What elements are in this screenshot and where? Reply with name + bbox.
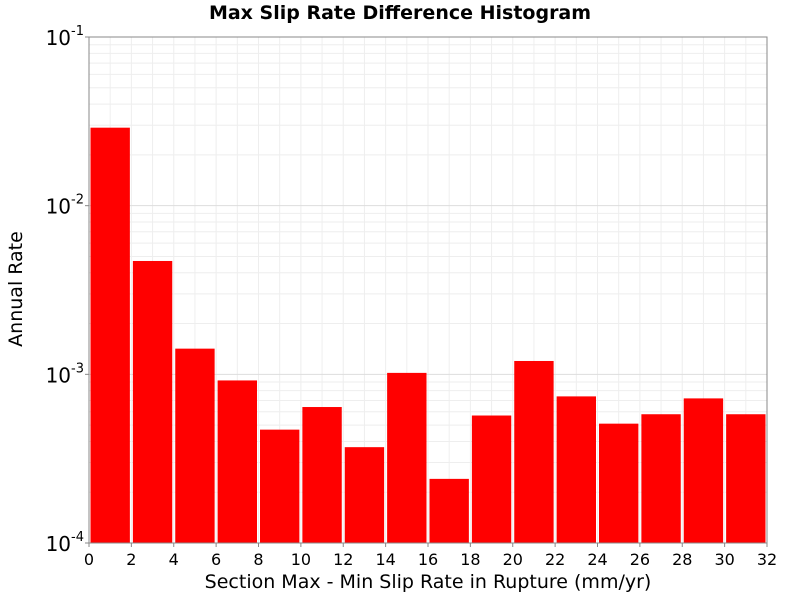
histogram-bar [175, 348, 215, 543]
x-tick-label: 18 [460, 550, 480, 569]
chart-title: Max Slip Rate Difference Histogram [208, 2, 592, 24]
histogram-bar [514, 360, 554, 543]
x-tick-label: 30 [714, 550, 734, 569]
histogram-bar [599, 423, 639, 543]
x-tick-label: 28 [672, 550, 692, 569]
histogram-bar [683, 398, 724, 543]
histogram-bar [556, 396, 596, 543]
x-tick-label: 10 [291, 550, 311, 569]
histogram-bar [429, 478, 469, 543]
x-tick-label: 12 [333, 550, 353, 569]
y-tick-label: 10-3 [46, 361, 84, 387]
histogram-bar [471, 415, 512, 543]
x-tick-label: 26 [630, 550, 650, 569]
histogram-bar [90, 127, 130, 543]
x-tick-label: 16 [418, 550, 438, 569]
histogram-bar [260, 429, 300, 543]
x-tick-label: 4 [169, 550, 179, 569]
x-tick-label: 8 [253, 550, 263, 569]
x-tick-label: 6 [211, 550, 221, 569]
x-axis-label: Section Max - Min Slip Rate in Rupture (… [204, 571, 652, 593]
histogram-bar [132, 260, 173, 543]
x-tick-label: 20 [503, 550, 523, 569]
histogram-bar [302, 407, 342, 543]
x-tick-label: 14 [375, 550, 395, 569]
x-tick-label: 2 [126, 550, 136, 569]
y-tick-label: 10-2 [46, 193, 84, 219]
histogram-bar [641, 414, 681, 543]
histogram-bar [217, 380, 257, 543]
histogram-bar [344, 447, 385, 543]
y-tick-label: 10-1 [46, 24, 84, 50]
x-tick-label: 22 [545, 550, 565, 569]
x-tick-label: 24 [587, 550, 607, 569]
y-tick-label: 10-4 [46, 530, 84, 556]
histogram-bar [387, 372, 427, 543]
x-tick-label: 32 [757, 550, 777, 569]
histogram-bar [726, 414, 766, 543]
x-tick-label: 0 [84, 550, 94, 569]
